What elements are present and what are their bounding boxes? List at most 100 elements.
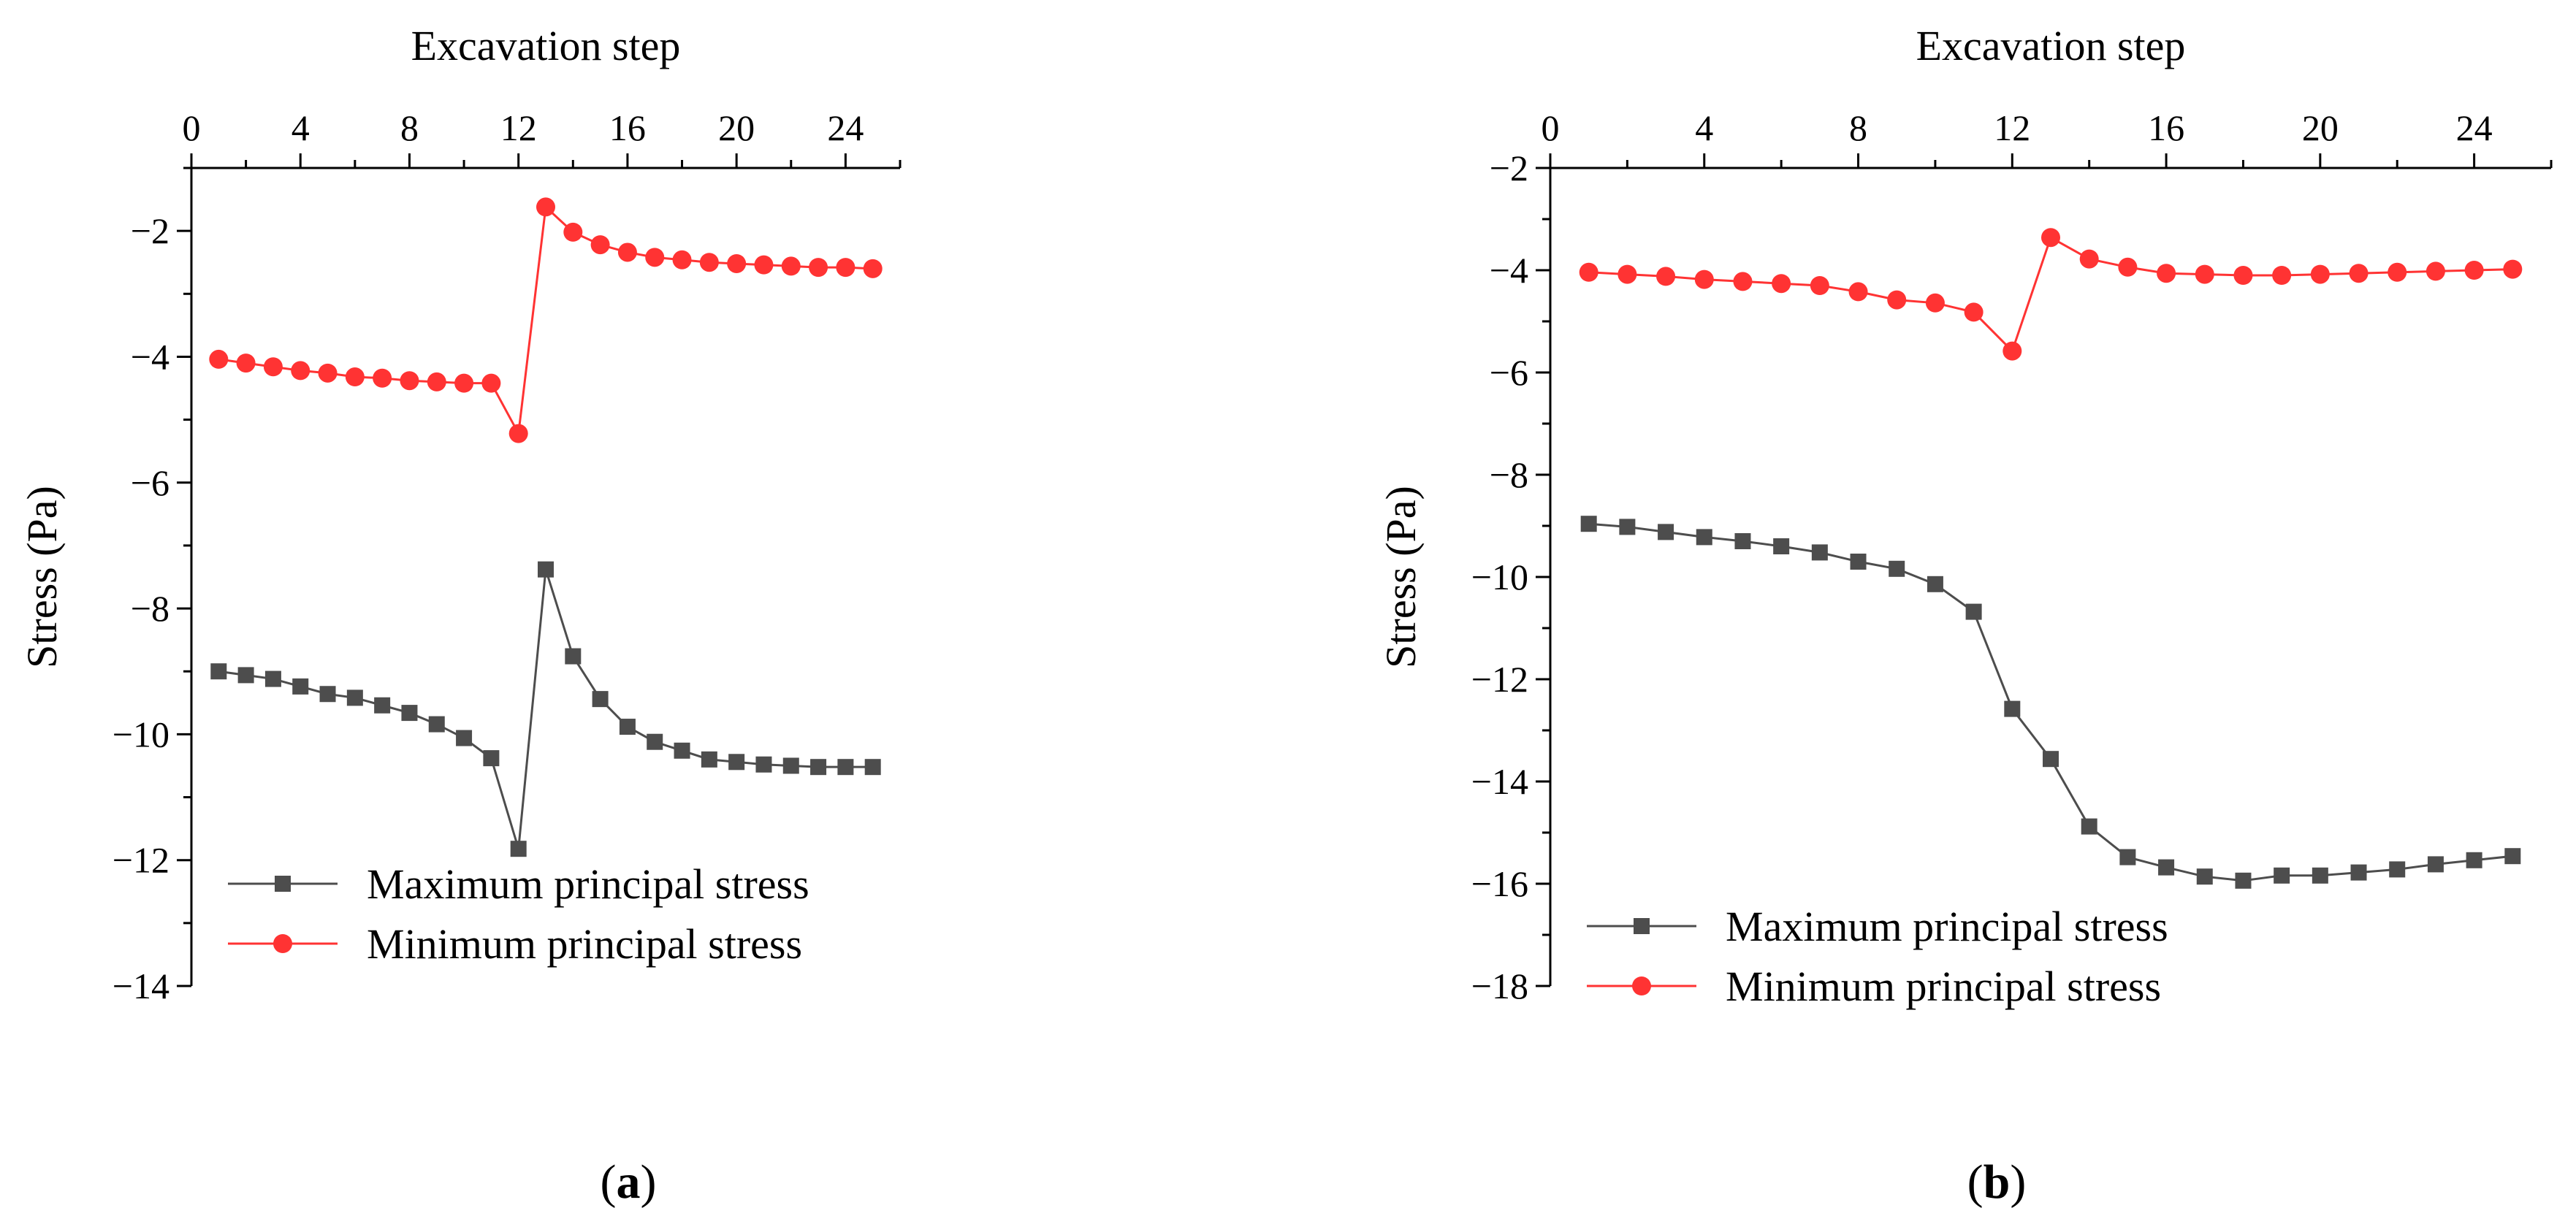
- data-point-square: [1658, 524, 1674, 540]
- series-line-minimum: [218, 204, 873, 437]
- data-point-circle: [454, 373, 474, 393]
- x-tick-label: 24: [2456, 107, 2493, 148]
- data-point-square: [346, 689, 363, 706]
- data-point-circle: [863, 259, 883, 278]
- data-point-square: [237, 667, 254, 684]
- y-tick-label: −8: [1490, 454, 1528, 495]
- data-point-circle: [1887, 290, 1907, 310]
- data-point-square: [2389, 861, 2406, 878]
- data-point-square: [2196, 868, 2213, 885]
- series-line-minimum: [1588, 236, 2513, 353]
- series-line-maximum: [1588, 522, 2513, 882]
- data-point-square: [755, 756, 772, 773]
- data-point-square: [1811, 544, 1828, 561]
- y-tick-label: −18: [1471, 966, 1528, 1006]
- data-point-circle: [263, 357, 283, 377]
- legend-marker-square: [275, 876, 291, 892]
- data-point-square: [647, 733, 663, 750]
- data-point-circle: [2310, 264, 2330, 284]
- y-tick-label: −2: [1490, 148, 1528, 188]
- data-point-square: [2350, 864, 2367, 881]
- x-axis-title: Excavation step: [1916, 22, 2186, 69]
- data-point-circle: [1694, 270, 1714, 289]
- data-point-square: [292, 678, 309, 695]
- chart-panel-2: 0 4 8 12 16 20 24 −18 −16 −14 −12 −10 −8 −6 −4 −2 Excava…: [1377, 22, 2553, 1209]
- x-tick-label: 20: [2302, 107, 2339, 148]
- data-point-circle: [2041, 228, 2060, 248]
- x-tick-label: 4: [291, 107, 310, 148]
- data-point-circle: [236, 353, 256, 373]
- y-tick-label: −12: [113, 840, 169, 881]
- x-tick-label: 12: [500, 107, 537, 148]
- y-tick-label: −10: [1471, 557, 1528, 597]
- data-point-square: [2081, 818, 2097, 835]
- data-point-circle: [781, 256, 801, 276]
- data-point-circle: [1925, 293, 1945, 313]
- data-point-circle: [1733, 272, 1753, 291]
- data-point-square: [1850, 554, 1867, 570]
- data-point-circle: [727, 253, 747, 273]
- data-point-square: [1580, 516, 1597, 532]
- x-tick-label: 20: [718, 107, 755, 148]
- legend-marker-circle: [1632, 976, 1651, 995]
- data-point-circle: [1617, 264, 1637, 284]
- data-point-circle: [672, 250, 692, 270]
- legend-label: Maximum principal stress: [367, 860, 809, 908]
- data-point-square: [837, 759, 854, 776]
- data-point-square: [456, 730, 473, 746]
- y-tick-label: −4: [131, 336, 169, 377]
- data-point-circle: [836, 258, 856, 278]
- data-point-circle: [1579, 262, 1598, 282]
- data-point-circle: [809, 258, 828, 278]
- data-point-square: [2119, 849, 2136, 865]
- data-point-circle: [427, 372, 446, 391]
- data-point-circle: [2118, 257, 2138, 277]
- data-point-square: [782, 757, 799, 774]
- data-point-square: [1773, 538, 1790, 554]
- data-point-square: [510, 841, 527, 857]
- data-point-square: [1927, 576, 1943, 592]
- x-tick-label: 8: [1849, 107, 1867, 148]
- data-point-circle: [1810, 276, 1829, 295]
- data-point-square: [2312, 867, 2328, 884]
- x-tick-label: 24: [827, 107, 864, 148]
- data-point-square: [810, 759, 827, 776]
- data-point-circle: [536, 197, 555, 217]
- y-tick-label: −2: [131, 210, 169, 251]
- data-point-square: [592, 691, 609, 708]
- data-point-square: [428, 716, 445, 733]
- data-point-circle: [754, 255, 774, 275]
- data-point-circle: [590, 235, 610, 255]
- panel-label: (b): [1967, 1155, 2027, 1209]
- data-point-circle: [2233, 266, 2253, 285]
- data-point-circle: [1964, 302, 1984, 322]
- data-point-square: [728, 754, 745, 771]
- data-point-circle: [2195, 264, 2214, 284]
- data-point-circle: [508, 424, 528, 443]
- data-point-circle: [318, 363, 338, 383]
- data-point-circle: [699, 253, 719, 272]
- data-point-circle: [2388, 262, 2407, 282]
- data-point-circle: [2079, 249, 2099, 269]
- data-point-square: [374, 697, 391, 714]
- legend-label: Maximum principal stress: [1726, 903, 2168, 950]
- data-point-circle: [1772, 274, 1791, 294]
- data-point-square: [483, 750, 500, 767]
- data-point-square: [2004, 700, 2021, 717]
- x-tick-label: 16: [609, 107, 646, 148]
- data-point-circle: [1848, 282, 1868, 302]
- data-point-circle: [2503, 259, 2523, 279]
- data-point-circle: [400, 371, 419, 391]
- data-point-square: [565, 648, 582, 665]
- data-point-circle: [209, 349, 229, 369]
- data-point-square: [2043, 751, 2059, 768]
- x-tick-label: 8: [400, 107, 419, 148]
- data-point-square: [1889, 560, 1905, 577]
- data-point-square: [2274, 867, 2290, 884]
- legend-label: Minimum principal stress: [367, 920, 802, 968]
- data-point-circle: [2003, 341, 2022, 361]
- series-line-maximum: [218, 569, 873, 849]
- y-axis-title: Stress (Pa): [1377, 486, 1425, 668]
- legend-marker-circle: [273, 934, 292, 953]
